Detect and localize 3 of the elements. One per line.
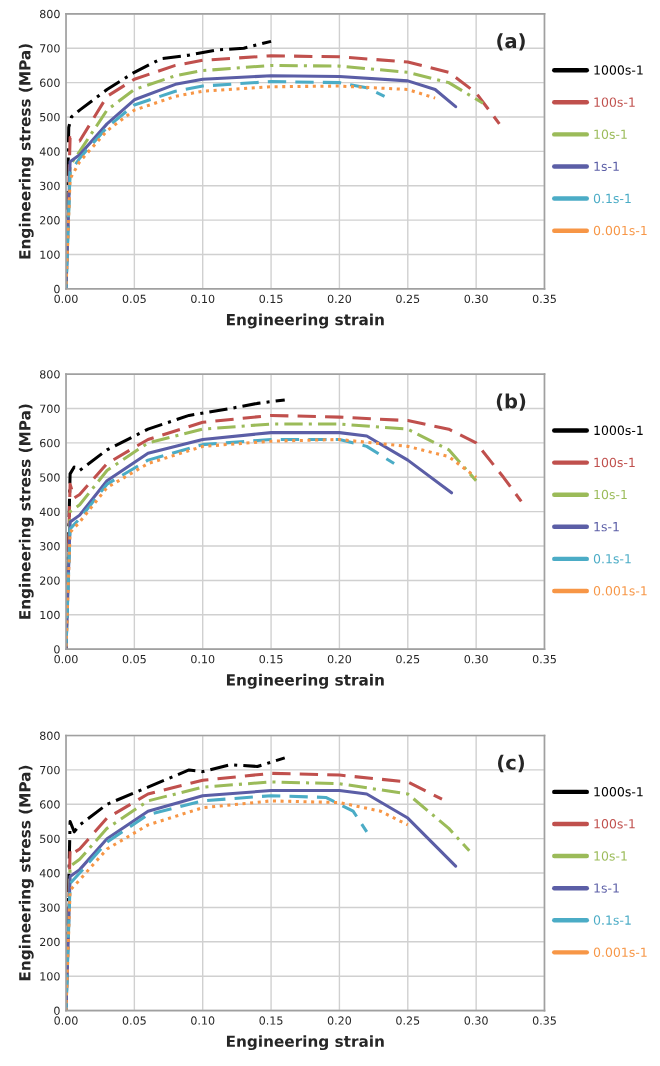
annotation: (c) bbox=[498, 754, 524, 773]
annotation: (a) bbox=[497, 33, 525, 51]
annotation: (b) bbox=[496, 393, 526, 411]
